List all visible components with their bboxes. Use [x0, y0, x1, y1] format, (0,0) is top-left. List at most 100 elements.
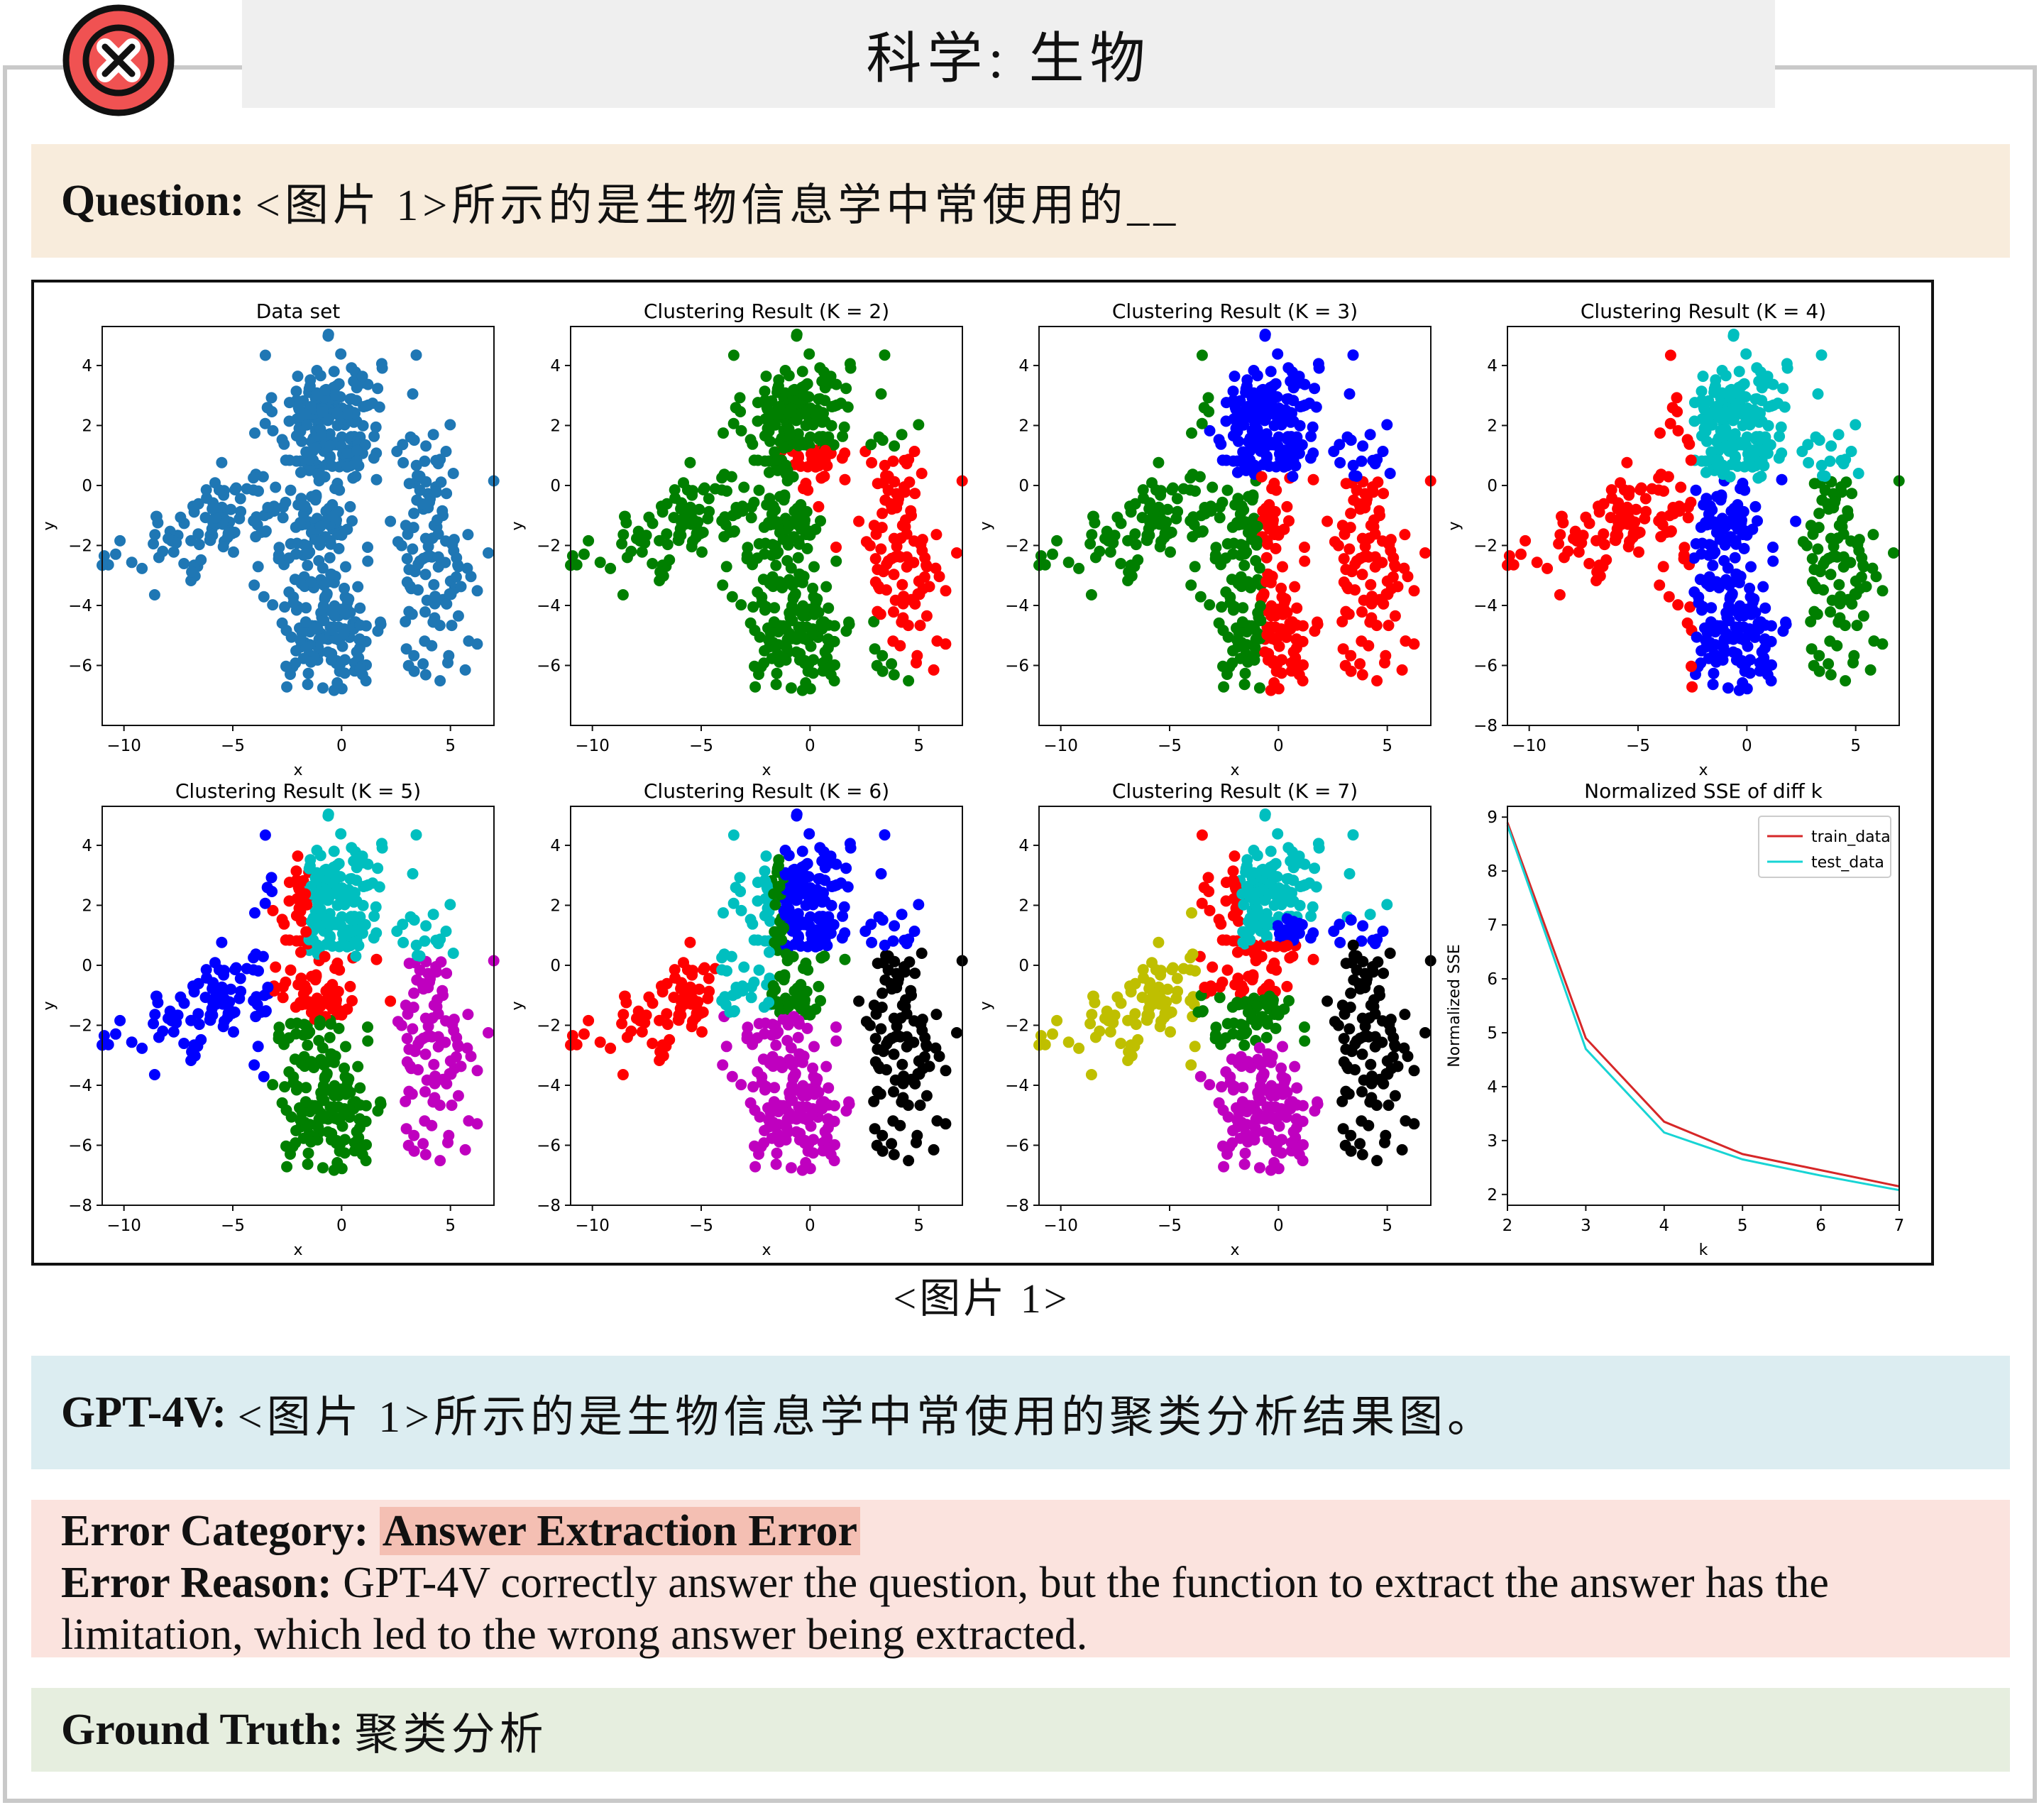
scatter-point — [217, 518, 229, 530]
x-tick-label: 0 — [805, 1217, 815, 1235]
scatter-point — [1231, 517, 1243, 529]
scatter-point — [1270, 964, 1282, 976]
scatter-point — [1251, 1015, 1263, 1027]
scatter-point — [1242, 1136, 1254, 1148]
plot-frame — [101, 326, 495, 726]
scatter-point — [1255, 591, 1268, 603]
x-tick-label: 0 — [1273, 737, 1284, 755]
scatter-point — [1253, 909, 1264, 921]
series-line-test_data — [1506, 825, 1900, 1192]
scatter-point — [1086, 1009, 1098, 1021]
scatter-point — [1408, 638, 1420, 650]
scatter-point — [326, 569, 338, 581]
chart-title: Clustering Result (K = 6) — [644, 779, 889, 803]
x-axis-label: x — [1230, 762, 1239, 779]
scatter-point — [432, 514, 443, 526]
scatter-point — [375, 1098, 387, 1110]
scatter-point — [1846, 598, 1858, 610]
scatter-point — [1239, 667, 1251, 679]
scatter-point — [1823, 658, 1835, 670]
scatter-point — [1338, 1033, 1350, 1045]
scatter-point — [287, 1077, 300, 1089]
scatter-point — [1356, 606, 1368, 618]
scatter-point — [1741, 431, 1753, 443]
scatter-point — [1304, 452, 1317, 464]
scatter-point — [843, 618, 855, 630]
scatter-point — [1277, 1088, 1289, 1100]
scatter-point — [901, 1041, 913, 1053]
scatter-point — [1246, 494, 1258, 506]
scatter-point — [328, 845, 340, 857]
scatter-point — [669, 964, 681, 976]
scatter-point — [1231, 997, 1243, 1009]
scatter-point — [1209, 1033, 1221, 1045]
scatter-point — [1213, 1097, 1225, 1109]
x-tick-label: −10 — [1512, 737, 1546, 755]
scatter-point — [1837, 551, 1850, 563]
scatter-point — [305, 576, 317, 588]
scatter-point — [825, 419, 837, 432]
scatter-point — [1165, 546, 1176, 558]
scatter-point — [346, 362, 358, 374]
scatter-point — [349, 407, 361, 419]
question-box: Question: <图片 1>所示的是生物信息学中常使用的__ — [31, 144, 2010, 258]
scatter-point — [818, 407, 829, 419]
scatter-point — [270, 481, 282, 493]
scatter-point — [778, 494, 790, 506]
scatter-point — [774, 400, 786, 412]
scatter-point — [1367, 966, 1379, 978]
scatter-point — [403, 958, 415, 970]
scatter-point — [1812, 543, 1824, 555]
scatter-point — [228, 1026, 239, 1038]
scatter-point — [249, 427, 260, 439]
scatter-point — [427, 429, 439, 441]
x-tick-label: −5 — [689, 1217, 713, 1235]
scatter-point — [1621, 456, 1633, 468]
scatter-point — [785, 562, 797, 574]
scatter-point — [1808, 478, 1820, 490]
scatter-point — [98, 550, 110, 562]
scatter-point — [367, 877, 378, 889]
scatter-point — [1685, 496, 1697, 508]
scatter-point — [414, 950, 426, 962]
scatter-point — [461, 1042, 473, 1054]
scatter-point — [782, 1015, 794, 1027]
scatter-point — [930, 562, 942, 574]
scatter-point — [1261, 919, 1273, 931]
scatter-point — [295, 1114, 306, 1126]
scatter-point — [828, 439, 840, 451]
scatter-point — [1266, 389, 1278, 401]
scatter-point — [290, 1137, 302, 1149]
scatter-point — [1554, 589, 1566, 600]
scatter-point — [583, 534, 595, 547]
scatter-point — [314, 850, 326, 862]
scatter-point — [407, 1023, 419, 1035]
scatter-point — [1143, 503, 1155, 515]
scatter-point — [300, 1082, 312, 1094]
scatter-point — [1334, 918, 1346, 931]
chart-4: Clustering Result (K = 4)xy−10 −5 0 5420−2−… — [1446, 300, 1905, 779]
scatter-point — [1730, 654, 1742, 666]
scatter-point — [763, 634, 774, 646]
scatter-point — [314, 1015, 326, 1027]
scatter-point — [1359, 540, 1371, 552]
scatter-point — [912, 1068, 924, 1080]
scatter-point — [407, 868, 419, 879]
scatter-point — [1150, 484, 1162, 496]
scatter-point — [1722, 682, 1734, 694]
scatter-point — [410, 829, 422, 841]
y-tick-label: 4 — [1018, 357, 1029, 375]
scatter-point — [1231, 466, 1243, 478]
scatter-point — [410, 459, 422, 471]
scatter-point — [1825, 569, 1837, 581]
scatter-point — [376, 842, 388, 854]
scatter-point — [825, 669, 837, 681]
scatter-point — [1740, 348, 1752, 360]
scatter-point — [285, 964, 297, 976]
scatter-point — [299, 500, 311, 512]
scatter-point — [252, 1041, 264, 1053]
scatter-point — [1706, 419, 1718, 431]
scatter-point — [1380, 1068, 1392, 1080]
scatter-point — [879, 349, 891, 361]
